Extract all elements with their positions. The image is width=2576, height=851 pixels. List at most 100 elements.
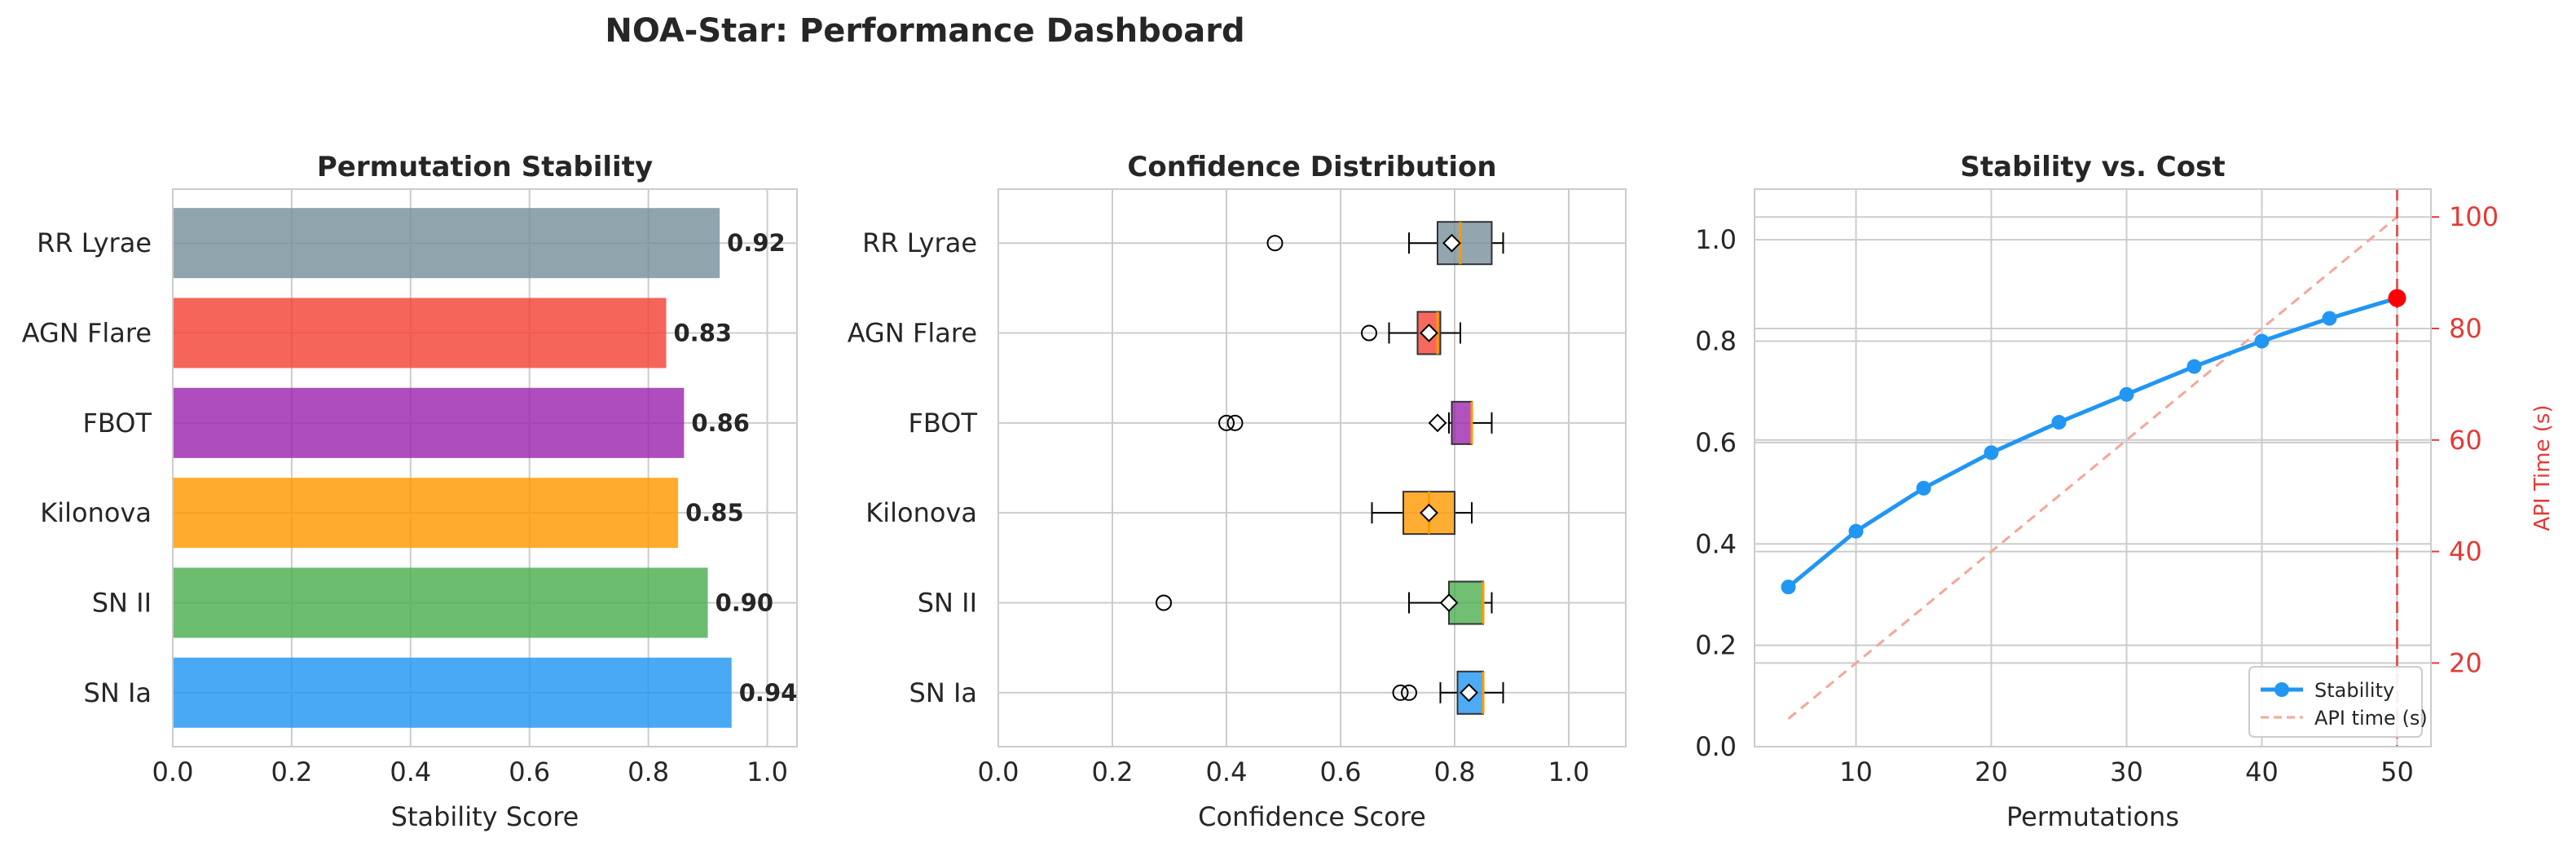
panel-1-plot-area [173, 189, 797, 747]
outlier-point [1401, 684, 1417, 701]
stability-line [1786, 296, 2398, 589]
stability-point [2119, 386, 2134, 402]
panel-3-x-tick-labels: 10 20 30 40 50 [1839, 756, 2414, 787]
panel-2-x-tick-label: 0.6 [1320, 756, 1362, 787]
panel-1-category-labels: RR Lyrae AGN Flare FBOT Kilonova SN II SN Ia [22, 227, 152, 708]
outlier-point [1392, 684, 1409, 701]
panel-1-title: Permutation Stability [317, 151, 653, 183]
mean-marker [1439, 593, 1459, 612]
panel-stability-vs-cost: 0.0 0.2 0.4 0.6 0.8 1.0 20 40 60 80 100 10 20 30 40 5… [1695, 151, 2555, 832]
panel-1-bars [173, 208, 732, 728]
bar-agn-flare [173, 298, 667, 368]
panel-3-x-tick-label: 20 [1975, 756, 2008, 787]
mean-marker [1420, 503, 1438, 523]
panel-2-frame [997, 188, 1627, 747]
stability-point [2051, 415, 2067, 430]
mean-marker [1420, 324, 1438, 342]
mean-marker [1460, 683, 1478, 703]
bar-value-label: 0.92 [727, 229, 786, 257]
box-fbot [1451, 400, 1473, 445]
category-label: AGN Flare [848, 318, 977, 349]
outlier-point [1156, 594, 1172, 611]
bar-value-label: 0.90 [716, 589, 774, 616]
category-label: SN Ia [84, 677, 152, 708]
api-time-line [1787, 216, 2398, 720]
panel-2-plot-area [998, 189, 1626, 747]
legend-api-label: API time (s) [2314, 707, 2428, 730]
panel-3-y-tick-label: 0.6 [1695, 427, 1737, 458]
panel-3-api-time-series [1787, 216, 2398, 720]
stability-point [1848, 523, 1864, 539]
legend-stability-label: Stability [2314, 679, 2394, 702]
bar-sn-ii [173, 567, 708, 638]
panel-2-title: Confidence Distribution [1127, 151, 1496, 183]
panel-2-x-tick-labels: 0.0 0.2 0.4 0.6 0.8 1.0 [978, 756, 1590, 787]
stability-point [2322, 311, 2337, 326]
panel-3-y2-tick-label: 60 [2449, 425, 2482, 456]
panel-3-legend: Stability API time (s) [2248, 666, 2428, 738]
panel-3-y2-tick-label: 80 [2449, 313, 2482, 344]
panel-3-x-tick-label: 50 [2380, 756, 2414, 787]
panel-3-y2-tick-label: 20 [2449, 647, 2482, 678]
panel-1-x-tick-label: 0.8 [627, 756, 669, 787]
category-label: RR Lyrae [37, 227, 152, 258]
category-label: Kilonova [865, 497, 977, 528]
category-label: SN II [918, 587, 977, 618]
bar-value-label: 0.85 [685, 499, 744, 527]
legend-stability-marker [2274, 682, 2289, 697]
bar-value-label: 0.94 [739, 679, 798, 707]
panel-permutation-stability: 0.92 0.83 0.86 0.85 0.90 0.94 RR Lyrae AGN Fla… [22, 151, 798, 832]
panel-3-y2-axis-label: API Time (s) [2530, 404, 2555, 531]
panel-1-frame [172, 188, 798, 747]
category-label: SN II [92, 587, 152, 618]
bar-rr-lyrae [173, 208, 720, 279]
panel-2-gridlines [997, 189, 1626, 747]
panel-3-y-tick-label: 1.0 [1695, 224, 1737, 255]
panel-3-x-tick-label: 40 [2245, 756, 2279, 787]
category-label: FBOT [908, 408, 977, 439]
bar-sn-ia [173, 657, 732, 728]
outlier-point [1218, 414, 1235, 431]
panel-2-x-tick-label: 0.4 [1206, 756, 1248, 787]
panel-1-x-axis-label: Stability Score [391, 801, 579, 832]
panel-1-x-tick-label: 0.4 [390, 756, 431, 787]
panel-2-category-labels: RR Lyrae AGN Flare FBOT Kilonova SN II SN Ia [848, 227, 978, 708]
panel-3-x-tick-label: 10 [1839, 756, 1873, 787]
panel-3-y2-tick-labels: 20 40 60 80 100 [2431, 201, 2499, 678]
panel-2-x-axis-label: Confidence Score [1198, 801, 1426, 832]
panel-3-stability-series [1781, 290, 2405, 595]
highlight-point [2388, 289, 2406, 307]
panel-3-y2-tick-label: 100 [2449, 201, 2499, 232]
bar-value-label: 0.83 [674, 320, 733, 347]
category-label: FBOT [82, 408, 152, 439]
panel-1-x-tick-label: 1.0 [746, 756, 788, 787]
bar-fbot [173, 387, 685, 458]
panel-1-x-tick-labels: 0.0 0.2 0.4 0.6 0.8 1.0 [152, 756, 788, 787]
panel-1-x-tick-label: 0.2 [271, 756, 312, 787]
legend-box [2248, 666, 2423, 738]
mean-marker [1428, 413, 1447, 433]
stability-point [1781, 580, 1796, 595]
panel-3-frame [1754, 188, 2432, 747]
panel-2-x-tick-label: 0.2 [1092, 756, 1134, 787]
category-label: SN Ia [909, 677, 977, 708]
stability-point [2186, 359, 2202, 374]
outlier-point [1361, 324, 1377, 342]
panel-1-value-labels: 0.92 0.83 0.86 0.85 0.90 0.94 [674, 229, 798, 707]
stability-point [1916, 480, 1931, 496]
panel-3-y-tick-label: 0.0 [1695, 731, 1737, 762]
panel-2-x-tick-label: 0.0 [978, 756, 1019, 787]
panel-3-y2-tick-label: 40 [2449, 536, 2482, 567]
category-label: AGN Flare [22, 318, 152, 349]
panel-3-x-axis-label: Permutations [2006, 801, 2179, 832]
panel-3-x-tick-label: 30 [2110, 756, 2143, 787]
panel-1-x-tick-label: 0.6 [509, 756, 550, 787]
bar-value-label: 0.86 [691, 409, 750, 437]
panel-2-x-tick-label: 1.0 [1548, 756, 1590, 787]
bar-kilonova [173, 478, 679, 549]
panel-2-x-tick-label: 0.8 [1434, 756, 1476, 787]
outlier-point [1266, 235, 1284, 252]
category-label: RR Lyrae [862, 227, 977, 258]
